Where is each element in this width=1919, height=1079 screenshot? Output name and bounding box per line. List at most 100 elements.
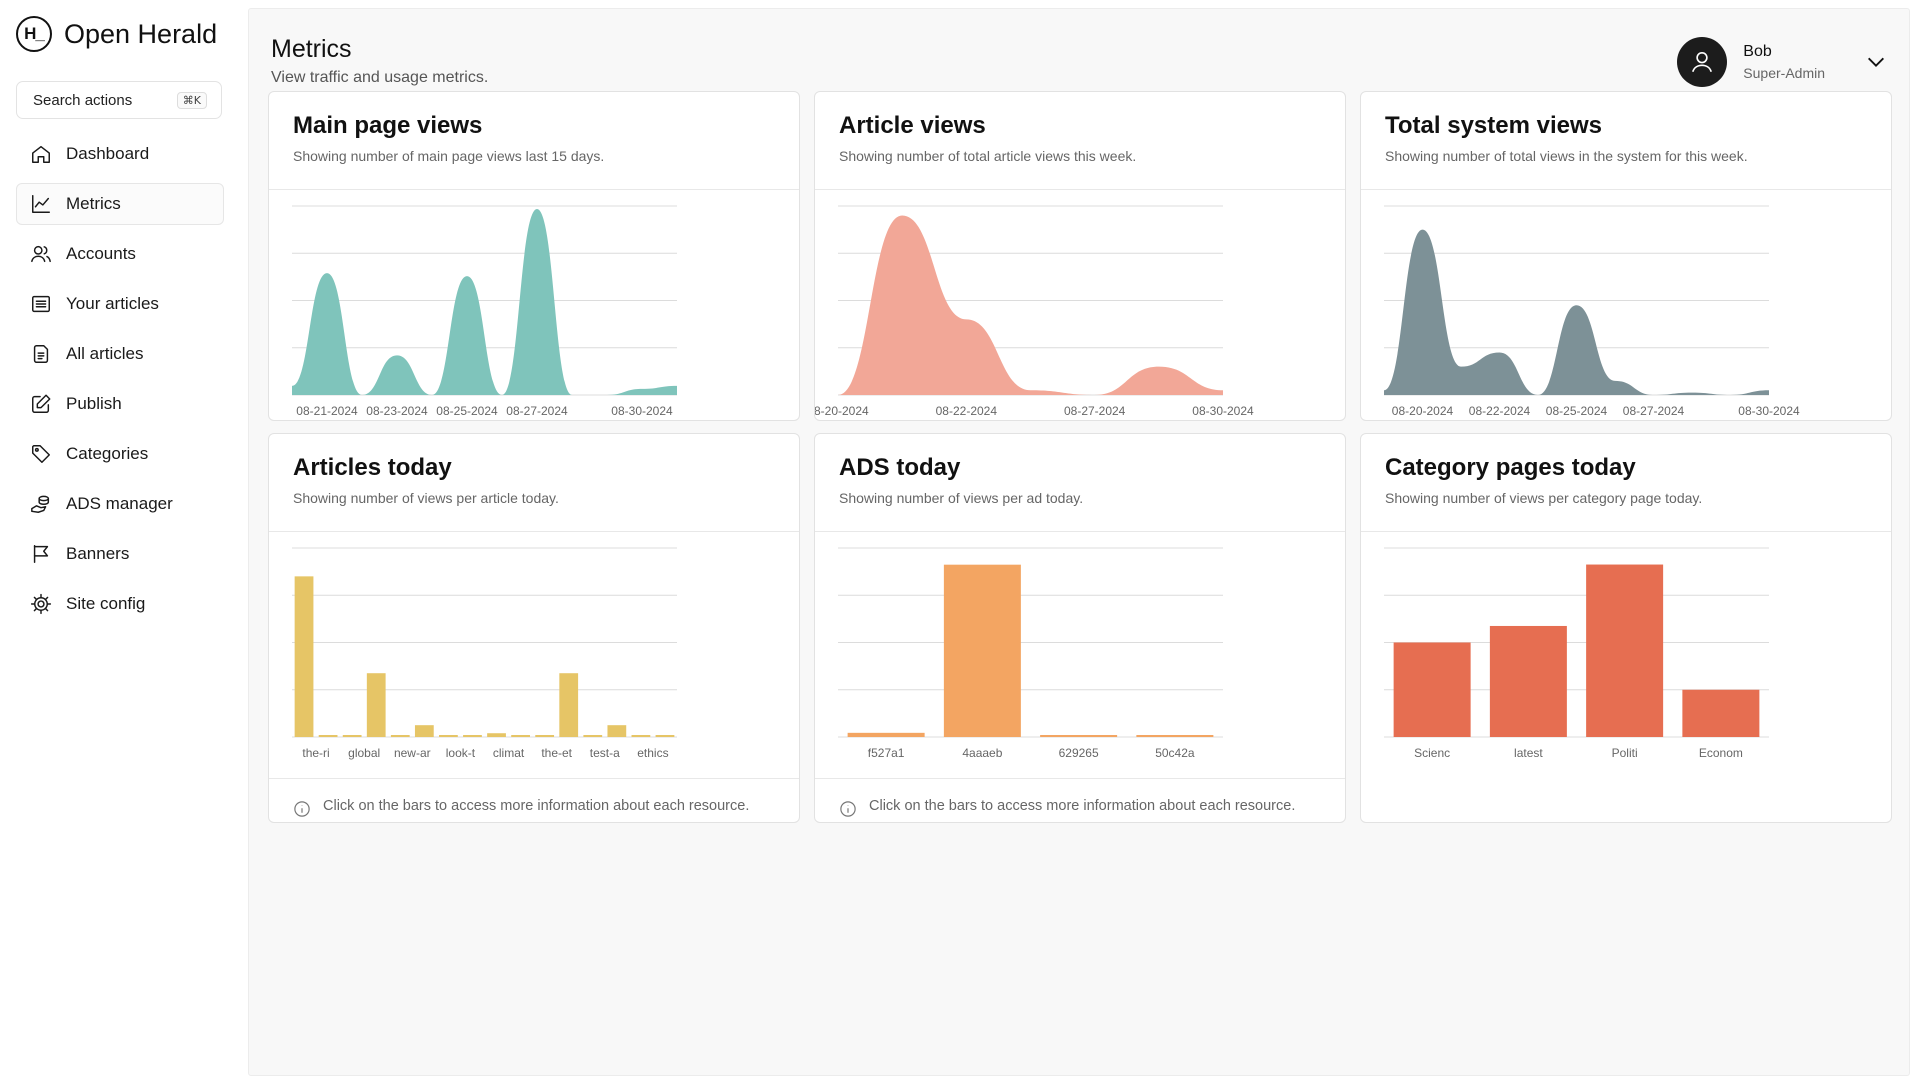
chart-category-pages-today[interactable]: Scienc latest Politi Econom xyxy=(1361,532,1891,778)
card-article-views: Article views Showing number of total art… xyxy=(814,91,1346,421)
chart-main-page-views: 08-21-2024 08-23-2024 08-25-2024 08-27-2024… xyxy=(292,205,677,418)
card-subtitle: Showing number of main page views last 1… xyxy=(293,148,605,164)
x-tick-label: the-ri xyxy=(302,746,329,760)
sidebar-nav: Dashboard Metrics Accounts Your articles All… xyxy=(16,133,224,633)
sidebar-item-home[interactable]: Dashboard xyxy=(16,133,224,175)
bar xyxy=(439,735,458,737)
info-icon xyxy=(840,801,856,817)
sidebar-item-all-articles[interactable]: All articles xyxy=(16,333,224,375)
x-tick-label: 08-23-2024 xyxy=(366,404,428,418)
x-tick-label: 08-22-2024 xyxy=(1469,404,1531,418)
list-icon xyxy=(32,295,50,313)
x-tick-label: 08-22-2024 xyxy=(936,404,998,418)
card-header: Articles today Showing number of views pe… xyxy=(269,434,799,532)
card-articles-today: Articles today Showing number of views pe… xyxy=(268,433,800,823)
bar xyxy=(318,735,338,737)
chart-ads-today[interactable]: f527a1 4aaaeb 629265 50c42a xyxy=(815,532,1345,778)
sidebar-item-config[interactable]: Site config xyxy=(16,583,224,625)
sidebar-item-publish[interactable]: Publish xyxy=(16,383,224,425)
card-title: Articles today xyxy=(293,454,452,481)
x-tick-label: 08-30-2024 xyxy=(611,404,673,418)
sidebar: H_ Open Herald Search actions ⌘K Dashboa… xyxy=(0,0,248,1079)
sidebar-item-metrics[interactable]: Metrics xyxy=(16,183,224,225)
x-tick-label: the-et xyxy=(541,746,572,760)
card-category-pages-today: Category pages today Showing number of vi… xyxy=(1360,433,1892,823)
card-title: Article views xyxy=(839,112,986,139)
card-title: Category pages today xyxy=(1385,454,1636,481)
users-icon xyxy=(31,245,51,263)
home-icon xyxy=(32,145,50,163)
card-subtitle: Showing number of total views in the sys… xyxy=(1385,148,1748,164)
sidebar-item-label: Banners xyxy=(66,544,130,563)
bar xyxy=(1040,735,1118,737)
card-main-page-views: Main page views Showing number of main pa… xyxy=(268,91,800,421)
card-footer: Click on the bars to access more informa… xyxy=(269,778,799,822)
area-series xyxy=(292,209,677,395)
x-tick-label: new-ar xyxy=(394,746,431,760)
x-tick-label: 08-27-2024 xyxy=(506,404,568,418)
banner-icon xyxy=(33,545,49,563)
page-subtitle: View traffic and usage metrics. xyxy=(271,69,489,86)
chart-total-system-views: 08-20-2024 08-22-2024 08-25-2024 08-27-2024… xyxy=(1384,205,1800,418)
bar xyxy=(390,735,410,737)
main-content: Metrics View traffic and usage metrics. … xyxy=(248,8,1910,1076)
x-tick-label: 08-27-2024 xyxy=(1623,404,1685,418)
info-icon xyxy=(294,801,310,817)
brand-logo[interactable]: H_ Open Herald xyxy=(16,16,217,52)
sidebar-item-ads[interactable]: ADS manager xyxy=(16,483,224,525)
sidebar-item-label: Your articles xyxy=(66,294,159,313)
bar xyxy=(463,735,482,737)
search-label: Search actions xyxy=(33,91,133,109)
x-tick-label: ethics xyxy=(637,746,668,760)
bar xyxy=(487,733,506,737)
user-menu[interactable]: Bob Super-Admin xyxy=(1677,37,1887,87)
sidebar-item-accounts[interactable]: Accounts xyxy=(16,233,224,275)
user-info: Bob Super-Admin xyxy=(1743,43,1825,81)
chart-articles-today[interactable]: the-ri global new-ar look-t climat the-et test… xyxy=(269,532,799,778)
bar xyxy=(1682,689,1760,737)
card-title: ADS today xyxy=(839,454,961,481)
x-tick-label: 08-30-2024 xyxy=(1738,404,1800,418)
footer-note: Click on the bars to access more informa… xyxy=(869,798,1296,814)
bar xyxy=(535,735,555,737)
x-tick-label: 08-25-2024 xyxy=(436,404,498,418)
card-total-system-views: Total system views Showing number of tota… xyxy=(1360,91,1892,421)
chart-article-views: 08-20-2024 08-22-2024 08-27-2024 08-30-2024 xyxy=(815,205,1254,418)
footer-note: Click on the bars to access more informa… xyxy=(323,798,750,814)
sidebar-item-label: Dashboard xyxy=(66,144,150,163)
sidebar-item-label: All articles xyxy=(66,344,144,363)
x-tick-label: global xyxy=(348,746,380,760)
search-actions-button[interactable]: Search actions ⌘K xyxy=(16,81,222,119)
page-title: Metrics xyxy=(271,35,352,63)
sidebar-item-categories[interactable]: Categories xyxy=(16,433,224,475)
x-tick-label: 50c42a xyxy=(1155,746,1195,760)
card-header: Category pages today Showing number of vi… xyxy=(1361,434,1891,532)
shortcut-badge: ⌘K xyxy=(176,91,207,109)
x-tick-label: Scienc xyxy=(1414,746,1450,760)
sidebar-item-label: Accounts xyxy=(66,244,136,263)
bar xyxy=(414,725,434,737)
x-tick-label: latest xyxy=(1514,746,1543,760)
sidebar-item-banners[interactable]: Banners xyxy=(16,533,224,575)
x-tick-label: Politi xyxy=(1612,746,1638,760)
x-tick-label: test-a xyxy=(590,746,620,760)
card-subtitle: Showing number of views per ad today. xyxy=(839,490,1084,506)
sidebar-item-your-articles[interactable]: Your articles xyxy=(16,283,224,325)
x-tick-label: 08-20-2024 xyxy=(1392,404,1454,418)
sidebar-item-label: Site config xyxy=(66,594,146,613)
sidebar-item-label: Categories xyxy=(66,444,149,463)
bar xyxy=(631,735,651,737)
card-header: ADS today Showing number of views per ad … xyxy=(815,434,1345,532)
bar xyxy=(655,735,675,737)
x-tick-label: f527a1 xyxy=(868,746,905,760)
sidebar-item-label: Metrics xyxy=(66,194,121,213)
bar xyxy=(1393,642,1471,737)
card-header: Total system views Showing number of tota… xyxy=(1361,92,1891,190)
bar xyxy=(1136,735,1214,737)
card-title: Total system views xyxy=(1385,112,1602,139)
chevron-down-icon[interactable] xyxy=(1865,51,1887,73)
user-role: Super-Admin xyxy=(1743,65,1825,81)
x-tick-label: 08-21-2024 xyxy=(296,404,358,418)
bar xyxy=(583,735,603,737)
bar xyxy=(559,673,579,737)
